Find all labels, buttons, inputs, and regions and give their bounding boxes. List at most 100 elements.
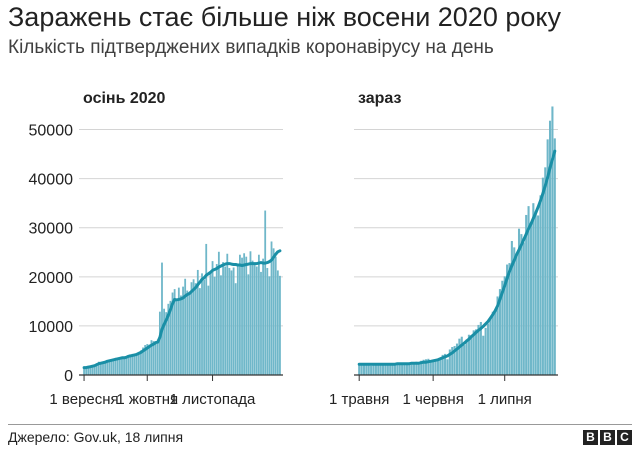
bar [165, 312, 168, 375]
bar [184, 278, 187, 375]
bar [112, 358, 115, 375]
bar [129, 354, 132, 375]
y-tick-label: 10000 [29, 319, 74, 336]
bar [85, 368, 88, 375]
bar [142, 347, 144, 375]
source-note: Джерело: Gov.uk, 18 липня [8, 429, 184, 445]
x-tick-label: 1 липня [478, 391, 532, 408]
bar [410, 362, 413, 375]
bar [175, 301, 178, 375]
bar [83, 368, 85, 375]
bar [479, 321, 482, 375]
bar [188, 294, 191, 375]
bar [475, 329, 478, 375]
bar [553, 138, 556, 375]
bar [186, 290, 189, 375]
bar [127, 355, 130, 375]
bar [213, 276, 216, 375]
bar [396, 363, 399, 375]
bar [228, 267, 231, 375]
bar [484, 327, 487, 375]
y-axis: 0 10000 20000 30000 40000 50000 [29, 123, 74, 385]
bar [118, 357, 121, 375]
bar [370, 365, 373, 375]
bar [486, 323, 490, 375]
bar [91, 366, 94, 375]
bar [154, 343, 157, 375]
bar [367, 364, 370, 375]
bar [232, 267, 235, 375]
bar [180, 295, 182, 375]
bar [374, 363, 377, 375]
bar [463, 345, 466, 375]
x-tick-label: 1 вересня [49, 391, 118, 408]
bar [114, 357, 117, 375]
bar [148, 344, 151, 375]
bar [444, 353, 447, 375]
bar [386, 363, 389, 375]
bar [391, 365, 394, 375]
bar [89, 366, 92, 375]
bbc-logo: B B C [583, 430, 632, 445]
bar [362, 365, 366, 375]
bar [192, 279, 195, 375]
bar [532, 203, 535, 375]
bar [417, 363, 420, 375]
bar [108, 359, 111, 375]
bar [255, 266, 258, 375]
bar [97, 361, 100, 375]
bar [203, 279, 206, 375]
bar [491, 311, 494, 375]
bar [274, 256, 277, 375]
bar [194, 283, 197, 375]
y-tick-label: 0 [64, 368, 73, 385]
bar [460, 336, 463, 375]
y-tick-label: 20000 [29, 270, 74, 287]
bar [102, 362, 104, 375]
bar [451, 347, 454, 375]
bar [264, 210, 267, 375]
bar [455, 343, 459, 375]
bar [477, 324, 480, 375]
trend-line [82, 249, 282, 370]
bar [196, 269, 199, 375]
bar [100, 362, 102, 375]
bar [215, 264, 218, 375]
bar [494, 309, 497, 375]
bar [446, 359, 449, 375]
bar [209, 272, 212, 375]
bar [150, 340, 153, 375]
bar [382, 364, 385, 375]
bar [226, 253, 229, 375]
covid-cases-chart: 0 10000 20000 30000 40000 50000 осінь 2020 1 в… [29, 90, 558, 408]
bar [163, 308, 165, 375]
bar [453, 346, 456, 375]
bar [551, 106, 554, 376]
bar [408, 364, 411, 375]
bar [93, 365, 96, 375]
bar [167, 303, 170, 375]
y-tick-label: 40000 [29, 172, 74, 189]
bar [230, 270, 233, 375]
bar [272, 248, 275, 375]
bbc-logo-letter: C [617, 430, 632, 445]
bbc-logo-letter: B [583, 430, 598, 445]
bar [503, 276, 506, 375]
bar [544, 167, 547, 375]
chart-subtitle: Кількість підтверджених випадків коронав… [8, 37, 494, 58]
bar [520, 234, 523, 375]
bar [393, 364, 397, 375]
bar [260, 271, 262, 375]
bar [439, 358, 442, 375]
bar [398, 363, 401, 375]
bar [508, 263, 511, 375]
trend-line [357, 149, 557, 366]
bar [104, 361, 107, 375]
bar [156, 339, 159, 375]
bar [234, 283, 237, 375]
x-tick-label: 1 листопада [170, 391, 256, 408]
bar [472, 330, 475, 375]
bar [222, 262, 224, 375]
bar [87, 367, 90, 375]
